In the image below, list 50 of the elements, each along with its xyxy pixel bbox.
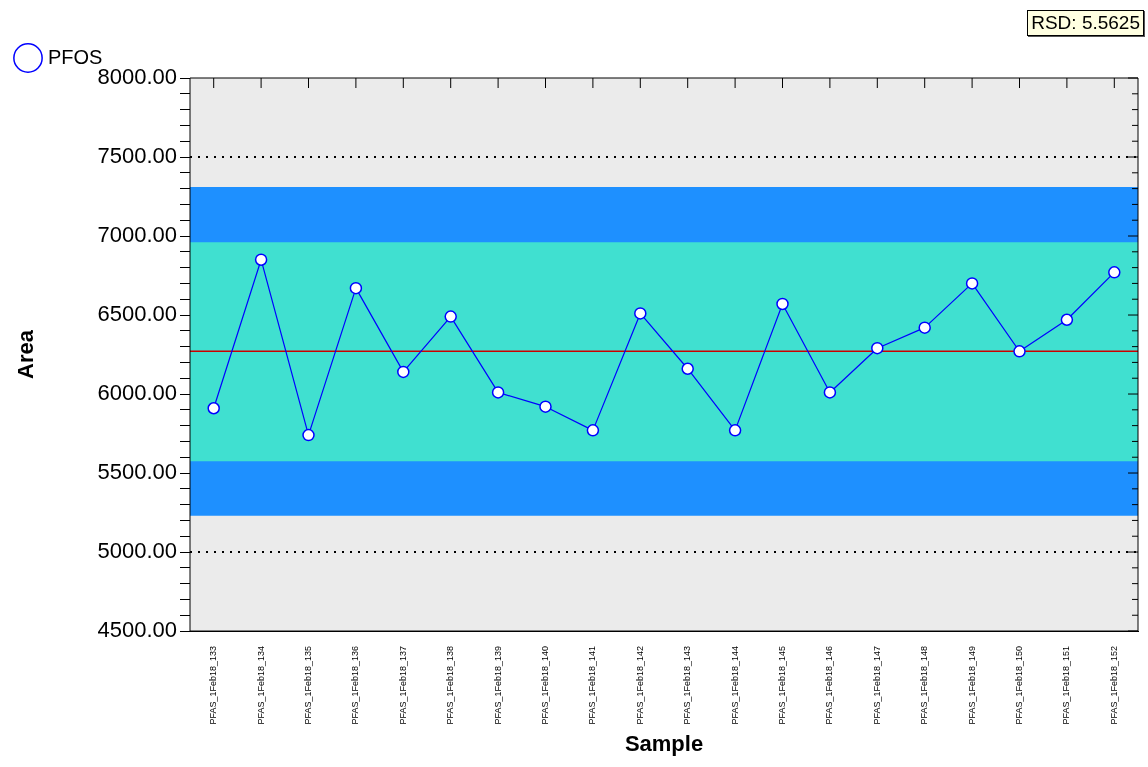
point [681,362,694,375]
y-tick-label: 7000.00 [97,222,177,248]
point [728,424,742,437]
point [397,365,410,379]
point [918,321,931,334]
point [491,386,505,399]
x-tick-label: PFAS_1Feb18_146 [824,646,835,725]
x-tick-label: PFAS_1Feb18_133 [208,646,219,725]
point [1060,313,1074,327]
point [823,386,837,399]
point [586,424,600,437]
x-tick-label: PFAS_1Feb18_140 [539,646,550,725]
x-tick-label: PFAS_1Feb18_145 [776,646,787,725]
x-tick-label: PFAS_1Feb18_150 [1013,646,1024,725]
point [634,307,647,320]
y-axis-title: Area [13,329,39,379]
x-tick-label: PFAS_1Feb18_135 [302,646,313,725]
x-tick-label: PFAS_1Feb18_142 [634,646,645,725]
y-tick-label: 4500.00 [97,617,177,643]
y-tick-label: 5000.00 [97,538,177,564]
y-tick-label: 6500.00 [97,301,177,327]
x-tick-label: PFAS_1Feb18_152 [1108,646,1119,725]
x-tick-label: PFAS_1Feb18_137 [397,646,408,725]
x-tick-label: PFAS_1Feb18_149 [966,646,977,725]
point [871,341,884,355]
x-tick-label: PFAS_1Feb18_134 [255,646,266,725]
point [965,277,979,290]
point [254,253,268,266]
point [1108,266,1121,279]
x-tick-label: PFAS_1Feb18_138 [445,646,456,725]
point [349,281,363,295]
x-tick-label: PFAS_1Feb18_136 [350,646,361,725]
x-axis-title: Sample [624,730,704,756]
x-tick-label: PFAS_1Feb18_148 [919,646,930,725]
x-tick-label: PFAS_1Feb18_151 [1061,646,1072,725]
y-tick-label: 7500.00 [97,143,177,169]
point [776,297,789,311]
y-tick-label: 5500.00 [97,459,177,485]
x-tick-label: PFAS_1Feb18_141 [587,646,598,725]
text: RSD: 5.5625 [1027,10,1144,36]
x-tick-label: PFAS_1Feb18_144 [729,646,740,725]
point [1013,345,1026,358]
point [302,428,315,442]
point [444,310,457,323]
point [207,401,220,415]
x-tick-label: PFAS_1Feb18_147 [871,646,882,725]
point [539,400,552,413]
x-tick-label: PFAS_1Feb18_143 [682,646,693,725]
y-tick-label: 6000.00 [97,380,177,406]
x-tick-label: PFAS_1Feb18_139 [492,646,503,725]
